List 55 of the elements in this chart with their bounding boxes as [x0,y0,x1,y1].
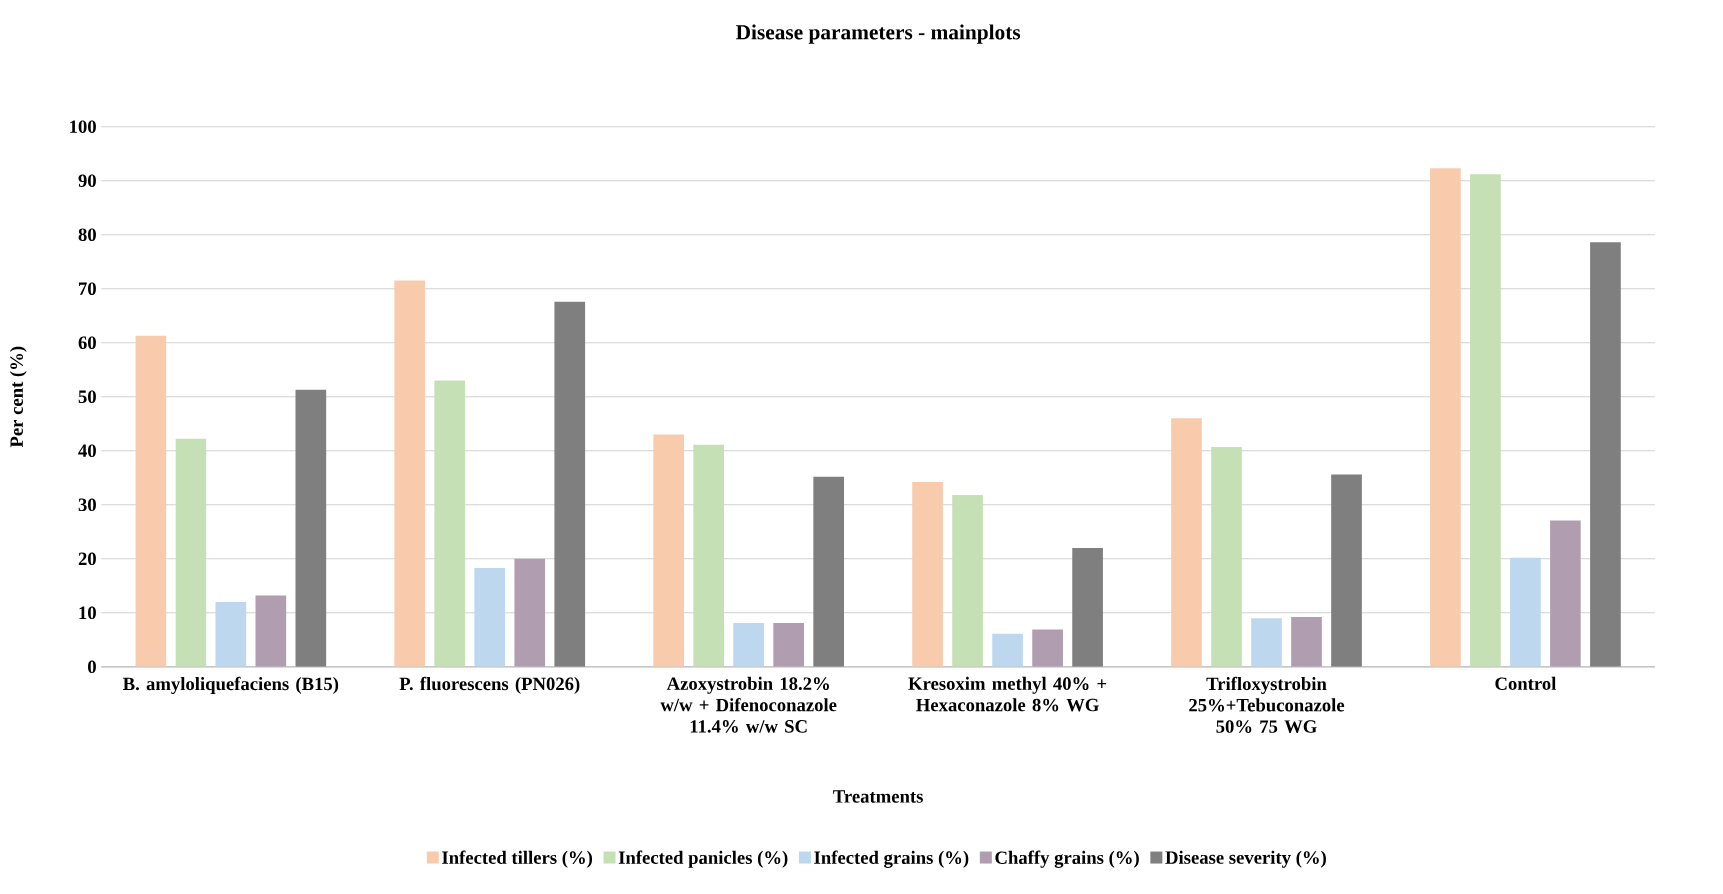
bar [1590,242,1621,668]
bar [514,559,546,668]
y-tick-label: 100 [70,120,96,134]
x-tick-label: Kresoxim methyl 40% + Hexaconazole 8% WG [908,677,1107,712]
bar [912,482,943,668]
y-tick-label: 10 [79,606,96,620]
bar [1510,557,1541,668]
legend-label: Chaffy grains (%) [995,850,1139,869]
y-tick-label: 80 [78,228,96,242]
x-tick-label: Control [1495,677,1557,691]
x-tick-label: Trifloxystrobin 25%+Tebuconazole 50% 75 WG [1189,677,1345,734]
bar [175,439,207,668]
bar [394,280,426,668]
bar [554,301,586,668]
y-tick-label: 70 [79,282,96,296]
bar [474,568,506,668]
y-tick-label: 30 [78,498,96,512]
bar [693,445,724,668]
bar [1550,520,1581,668]
bar [1251,618,1282,668]
bar [1171,418,1202,668]
bar [434,380,466,668]
x-axis-title: Treatments [833,790,923,803]
bar [733,623,764,668]
x-tick-label: B. amyloliquefaciens (B15) [123,677,339,695]
bar [1291,617,1322,668]
chart-title: Disease parameters - mainplots [735,24,1021,44]
y-tick-label: 90 [78,174,96,188]
bar [1430,168,1461,668]
bar [1072,548,1103,668]
bar [813,476,845,668]
legend-label: Disease severity (%) [1165,850,1326,868]
y-axis-title: Per cent (%) [9,347,27,448]
x-tick-label: P. fluorescens (PN026) [399,677,580,695]
bar [653,434,684,668]
bar [1211,447,1242,668]
y-tick-label: 50 [78,390,96,404]
bar [952,495,983,668]
bar [1470,174,1501,668]
bar [773,623,805,668]
y-tick-label: 20 [78,552,96,566]
bar [1331,474,1362,668]
x-tick-label: Azoxystrobin 18.2% w/w + Difenoconazole 11.4% w/w SC [660,677,837,733]
bar [135,335,167,668]
bar [992,634,1023,668]
bar [1032,629,1063,668]
bar [255,595,287,668]
legend-label: Infected grains (%) [814,850,969,869]
legend-label: Infected tillers (%) [442,850,593,868]
y-tick-label: 60 [78,336,96,350]
y-tick-label: 0 [88,660,96,674]
legend-label: Infected panicles (%) [618,850,788,868]
bar [215,602,247,668]
y-tick-label: 40 [78,444,96,458]
bar [295,389,327,668]
